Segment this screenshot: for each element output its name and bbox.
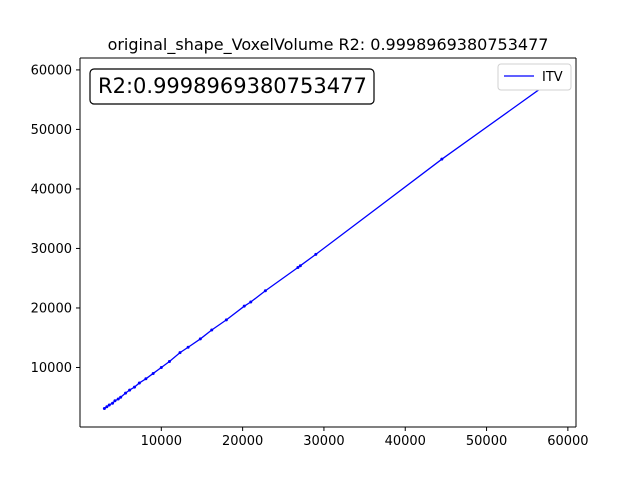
y-tick-label: 10000 <box>31 361 72 376</box>
data-point <box>224 318 228 322</box>
y-tick-label: 40000 <box>31 182 72 197</box>
data-point <box>186 345 190 349</box>
y-axis: 10000 20000 30000 40000 50000 60000 <box>31 63 80 376</box>
series-layer <box>102 82 550 411</box>
data-point <box>440 157 444 161</box>
data-point <box>151 371 155 375</box>
data-point <box>111 401 115 405</box>
y-tick-label: 30000 <box>31 242 72 257</box>
x-tick-label: 10000 <box>141 434 182 449</box>
y-tick-label: 60000 <box>31 63 72 78</box>
x-axis: 10000 20000 30000 40000 50000 60000 <box>141 427 589 449</box>
data-point <box>178 351 182 355</box>
x-tick-label: 30000 <box>303 434 344 449</box>
series-line-itv <box>104 83 548 410</box>
data-point <box>116 397 120 401</box>
data-point <box>119 395 123 399</box>
x-tick-label: 20000 <box>222 434 263 449</box>
legend-frame <box>497 63 572 91</box>
data-point <box>167 360 171 364</box>
data-point <box>242 304 246 308</box>
axes-frame <box>79 57 577 428</box>
data-point <box>128 388 132 392</box>
data-point <box>144 377 148 381</box>
x-tick-label: 60000 <box>547 434 588 449</box>
data-point <box>298 264 302 268</box>
data-point <box>263 289 267 293</box>
annotation-box: R2:0.9998969380753477 <box>89 68 375 105</box>
data-point <box>210 328 214 332</box>
annotation-text: R2:0.9998969380753477 <box>98 74 367 98</box>
data-point <box>314 252 318 256</box>
data-point <box>105 405 109 409</box>
data-point <box>296 266 300 269</box>
data-point <box>124 391 128 395</box>
y-tick-label: 20000 <box>31 301 72 316</box>
data-point <box>102 407 106 411</box>
plot-area <box>80 58 576 427</box>
data-point <box>198 337 202 341</box>
data-point <box>113 399 117 403</box>
data-point <box>107 403 111 407</box>
data-point <box>159 365 163 369</box>
annotation-frame <box>89 68 375 105</box>
legend: ITV <box>497 63 572 91</box>
data-point <box>137 381 141 385</box>
chart-title: original_shape_VoxelVolume R2: 0.9998969… <box>108 35 549 55</box>
data-point <box>249 300 253 304</box>
y-tick-label: 50000 <box>31 123 72 138</box>
data-point <box>132 385 136 389</box>
x-tick-label: 40000 <box>385 434 426 449</box>
x-tick-label: 50000 <box>466 434 507 449</box>
legend-label-itv: ITV <box>542 70 563 85</box>
